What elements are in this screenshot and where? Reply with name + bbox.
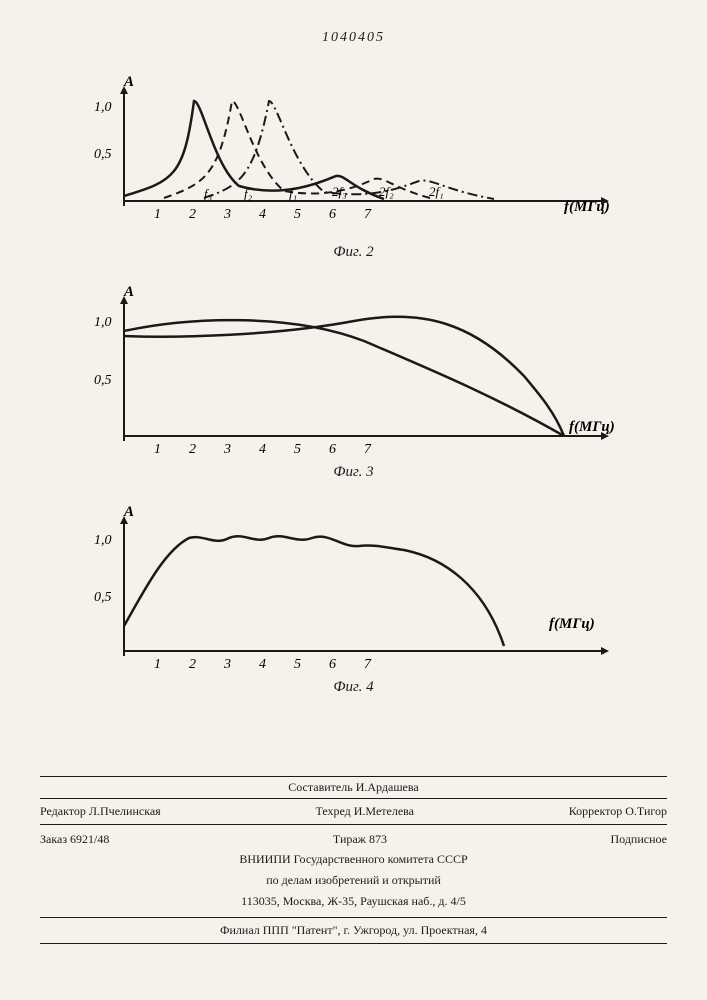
ytick: 0,5 [94, 147, 112, 162]
xtick: 2 [189, 657, 196, 671]
ytick: 0,5 [94, 373, 112, 388]
xtick: 3 [223, 657, 231, 671]
branch: Филиал ППП "Патент", г. Ужгород, ул. Про… [40, 918, 667, 944]
fig2-caption: Фиг. 2 [40, 244, 667, 261]
xtick: 4 [259, 442, 266, 456]
ytick: 1,0 [94, 100, 112, 115]
x-arrow [601, 647, 609, 655]
xtick: 7 [364, 657, 372, 671]
corrector: Корректор О.Тигор [569, 804, 667, 819]
xtick: 1 [154, 657, 161, 671]
peak-label: 2f₃ [332, 184, 347, 199]
xtick: 3 [223, 442, 231, 456]
page-number: 1040405 [40, 30, 667, 46]
chart-fig3-svg: A 1,0 0,5 1 2 3 4 5 6 7 f(МГц) [74, 276, 634, 456]
footer-block: Составитель И.Ардашева Редактор Л.Пчелин… [40, 776, 667, 944]
org2: по делам изобретений и открытий [40, 870, 667, 891]
peak-label: f₁ [289, 186, 297, 201]
xtick: 3 [223, 207, 231, 222]
xtick: 7 [364, 442, 372, 456]
chart-fig4-svg: A 1,0 0,5 1 2 3 4 5 6 7 f(МГц) [74, 496, 634, 671]
curve-1 [124, 536, 504, 646]
xtick: 1 [154, 207, 161, 222]
chart-fig2-svg: A 1,0 0,5 1 2 3 4 5 6 7 f₃ f₂ f₁ 2f₃ 2f₂… [74, 66, 634, 236]
chart-fig3: A 1,0 0,5 1 2 3 4 5 6 7 f(МГц) [74, 276, 634, 456]
tirazh: Тираж 873 [333, 832, 387, 847]
peak-label: 2f₁ [429, 184, 444, 199]
xtick: 4 [259, 207, 266, 222]
x-axis-label: f(МГц) [549, 616, 595, 632]
ytick: 1,0 [94, 315, 112, 330]
fig3-caption: Фиг. 3 [40, 464, 667, 481]
peak-label: f₂ [244, 186, 253, 201]
techred: Техред И.Метелева [315, 804, 414, 819]
xtick: 2 [189, 442, 196, 456]
compiler: Составитель И.Ардашева [288, 780, 418, 794]
chart-fig4: A 1,0 0,5 1 2 3 4 5 6 7 f(МГц) [74, 496, 634, 671]
xtick: 5 [294, 657, 301, 671]
xtick: 7 [364, 207, 372, 222]
subscription: Подписное [611, 832, 668, 847]
ytick: 0,5 [94, 590, 112, 605]
x-axis-label: f(МГц) [569, 419, 615, 435]
peak-label: 2f₂ [379, 184, 394, 199]
xtick: 6 [329, 657, 336, 671]
xtick: 5 [294, 442, 301, 456]
chart-fig2: A 1,0 0,5 1 2 3 4 5 6 7 f₃ f₂ f₁ 2f₃ 2f₂… [74, 66, 634, 236]
x-axis-label: f(МГц) [564, 199, 610, 215]
xtick: 6 [329, 442, 336, 456]
peak-label: f₃ [204, 186, 212, 201]
ytick: 1,0 [94, 533, 112, 548]
xtick: 1 [154, 442, 161, 456]
xtick: 4 [259, 657, 266, 671]
xtick: 6 [329, 207, 336, 222]
curve-f3 [204, 101, 494, 199]
org1: ВНИИПИ Государственного комитета СССР [40, 849, 667, 870]
fig4-caption: Фиг. 4 [40, 679, 667, 696]
address1: 113035, Москва, Ж-35, Раушская наб., д. … [40, 891, 667, 912]
order: Заказ 6921/48 [40, 832, 109, 847]
xtick: 5 [294, 207, 301, 222]
editor: Редактор Л.Пчелинская [40, 804, 161, 819]
xtick: 2 [189, 207, 196, 222]
